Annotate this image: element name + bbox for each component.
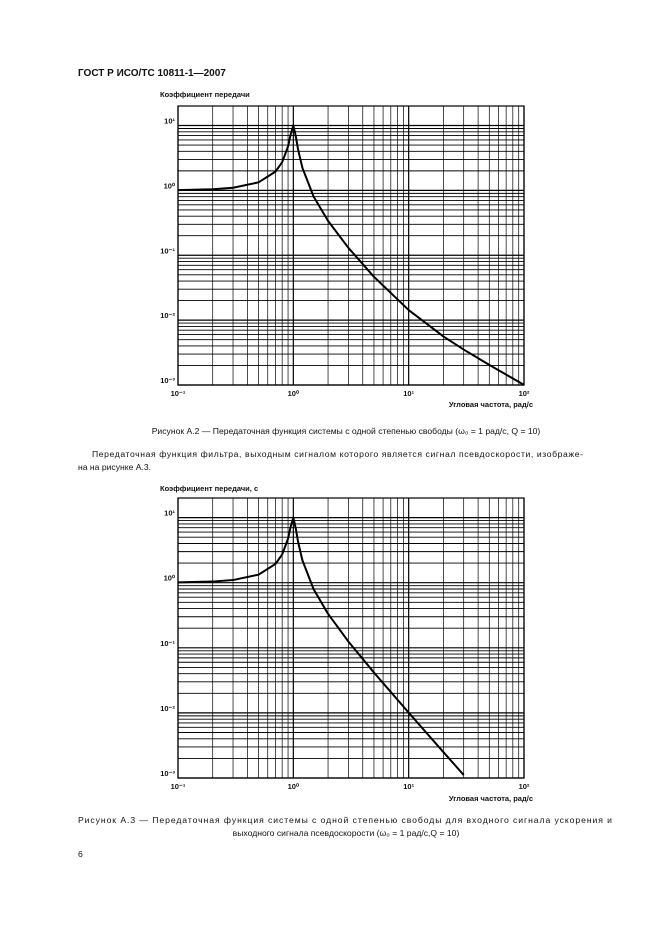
y-tick-label: 10⁰	[164, 181, 176, 190]
paragraph-line: Передаточная функция фильтра, выходным с…	[92, 449, 583, 459]
y-tick-label: 10⁻²	[160, 311, 175, 320]
x-axis-label: Угловая частота, рад/с	[449, 400, 533, 409]
plot-frame	[177, 105, 525, 386]
y-axis-label: Коэффициент передачи, с	[160, 484, 258, 493]
data-line	[177, 516, 465, 776]
y-tick-label: 10¹	[164, 117, 175, 126]
y-tick-label: 10¹	[164, 509, 175, 518]
x-tick-label: 10⁻¹	[171, 782, 186, 791]
y-axis-label: Коэффициент передачи	[160, 90, 250, 99]
y-tick-label: 10⁻¹	[160, 639, 175, 648]
x-tick-label: 10²	[519, 782, 530, 791]
y-tick-label: 10⁻³	[160, 769, 175, 778]
y-tick-label: 10⁻¹	[160, 246, 175, 255]
caption: выходного сигнала псевдоскорости (ω₀ = 1…	[233, 828, 460, 838]
page-number: 6	[78, 849, 83, 859]
x-tick-label: 10⁰	[288, 389, 300, 398]
x-tick-label: 10²	[519, 389, 530, 398]
plot-frame	[177, 497, 525, 779]
header-title: ГОСТ Р ИСО/ТС 10811-1—2007	[78, 68, 226, 79]
x-tick-label: 10¹	[403, 389, 414, 398]
y-tick-label: 10⁻³	[160, 376, 175, 385]
x-tick-label: 10⁻¹	[171, 389, 186, 398]
y-tick-label: 10⁰	[164, 574, 176, 583]
paragraph-line: на на рисунке А.3.	[78, 462, 151, 472]
x-axis-label: Угловая частота, рад/с	[449, 794, 533, 803]
x-tick-label: 10¹	[403, 782, 414, 791]
caption: Рисунок А.2 — Передаточная функция систе…	[152, 426, 541, 436]
y-tick-label: 10⁻²	[160, 704, 175, 713]
data-line	[177, 124, 525, 386]
x-tick-label: 10⁰	[288, 782, 300, 791]
caption: Рисунок А.3 — Передаточная функция систе…	[78, 815, 612, 825]
